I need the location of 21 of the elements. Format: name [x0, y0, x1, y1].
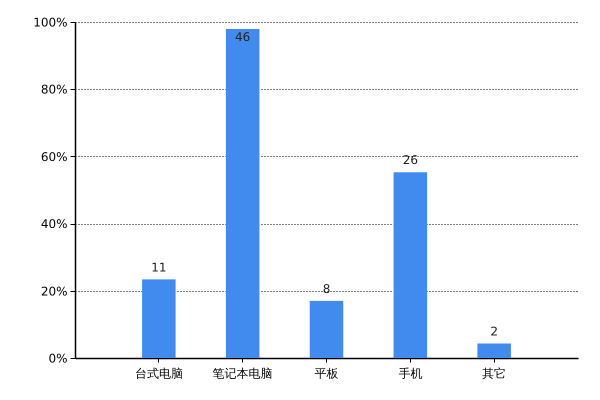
bar — [477, 344, 511, 358]
bar — [394, 172, 428, 358]
x-tick-label: 平板 — [314, 366, 338, 380]
x-tick-label: 笔记本电脑 — [212, 366, 273, 380]
annotation: 26 — [402, 153, 418, 168]
y-tick-label: 20% — [40, 284, 68, 298]
x-tick-label: 手机 — [398, 366, 422, 380]
annotation: 46 — [235, 30, 250, 44]
bar — [226, 29, 260, 358]
annotation: 2 — [490, 324, 498, 339]
bar — [310, 300, 344, 358]
annotation: 8 — [322, 282, 330, 296]
annotation: 11 — [151, 260, 166, 274]
bar — [142, 279, 176, 358]
y-tick-label: 100% — [33, 16, 68, 30]
x-tick-label: 其它 — [482, 366, 506, 380]
x-tick-label: 台式电脑 — [134, 366, 183, 380]
y-tick-label: 80% — [40, 82, 68, 97]
y-tick-label: 0% — [48, 352, 68, 366]
y-tick-label: 40% — [40, 217, 68, 232]
y-tick-label: 60% — [40, 150, 68, 164]
